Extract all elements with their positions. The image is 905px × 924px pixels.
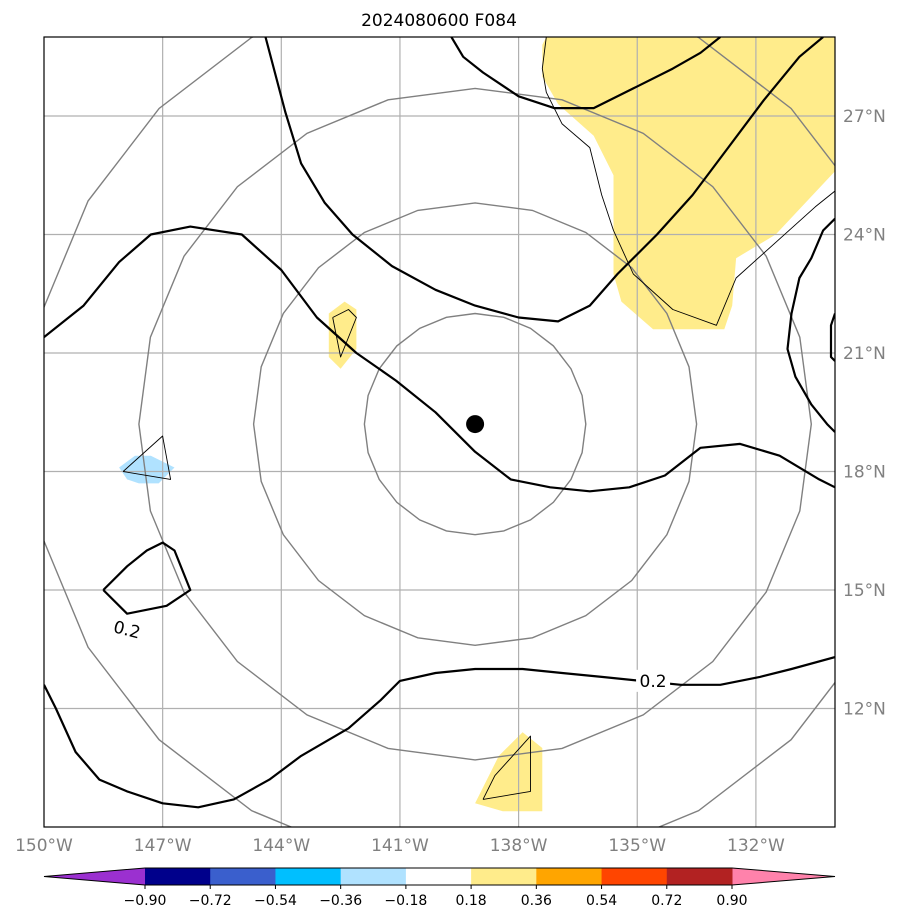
y-tick-label: 24°N bbox=[843, 226, 886, 246]
x-tick-label: 150°W bbox=[15, 836, 73, 856]
contour-line-7 bbox=[541, 37, 835, 326]
x-tick-label: 138°W bbox=[490, 836, 548, 856]
storm-center-marker bbox=[466, 415, 485, 434]
contour-line-10 bbox=[122, 435, 172, 480]
contour-line-4 bbox=[786, 217, 835, 433]
contour-label-bg bbox=[110, 618, 145, 641]
y-tick-label: 12°N bbox=[843, 700, 886, 720]
colorbar-segment bbox=[666, 868, 733, 885]
x-tick-label: 141°W bbox=[371, 836, 429, 856]
colorbar-extend-low bbox=[44, 868, 145, 885]
x-tick-label: 132°W bbox=[727, 836, 785, 856]
colorbar-tick-label: 0.72 bbox=[651, 893, 682, 909]
filled-region-1 bbox=[542, 37, 835, 330]
colorbar-tick-label: 0.90 bbox=[716, 893, 747, 909]
y-tick-label: 18°N bbox=[843, 463, 886, 483]
range-ring-0 bbox=[363, 312, 587, 536]
contour-line-6 bbox=[450, 37, 721, 110]
colorbar-tick-label: −0.18 bbox=[384, 893, 427, 909]
colorbar-segment bbox=[536, 868, 603, 885]
contour-line-2 bbox=[102, 541, 192, 615]
x-tick-label: 135°W bbox=[608, 836, 666, 856]
y-tick-label: 21°N bbox=[843, 344, 886, 364]
y-tick-label: 15°N bbox=[843, 581, 886, 601]
x-tick-label: 144°W bbox=[252, 836, 310, 856]
colorbar-segment bbox=[471, 868, 537, 885]
y-tick-label: 27°N bbox=[843, 107, 886, 127]
contour-line-1 bbox=[44, 225, 835, 493]
colorbar-tick-label: 0.54 bbox=[586, 893, 617, 909]
contour-lines bbox=[44, 37, 835, 809]
contour-line-8 bbox=[332, 309, 357, 358]
contour-label-bg bbox=[636, 669, 671, 692]
contour-label: 0.2 bbox=[640, 672, 667, 692]
colorbar-segment bbox=[340, 868, 407, 885]
y-axis-ticks: 12°N 15°N 18°N 21°N 24°N 27°N bbox=[843, 107, 886, 720]
center-dot bbox=[466, 415, 485, 434]
colorbar-segment bbox=[601, 868, 668, 885]
colorbar-tick-label: −0.72 bbox=[189, 893, 232, 909]
filled-region-2 bbox=[328, 301, 357, 369]
colorbar-tick-label: 0.18 bbox=[456, 893, 487, 909]
colorbar-extend-high bbox=[732, 868, 835, 885]
contour-line-9 bbox=[482, 735, 531, 800]
colorbar-segment bbox=[145, 868, 211, 885]
colorbar-tick-label: 0.36 bbox=[521, 893, 552, 909]
colorbar-segment bbox=[405, 868, 472, 885]
contour-labels: 0.20.2 bbox=[110, 617, 671, 692]
colorbar-tick-label: −0.54 bbox=[254, 893, 297, 909]
colorbar-tick-label: −0.90 bbox=[124, 893, 167, 909]
filled-region-3 bbox=[475, 732, 543, 812]
colorbar-tick-label: −0.36 bbox=[319, 893, 362, 909]
x-tick-label: 147°W bbox=[134, 836, 192, 856]
contour-line-3 bbox=[44, 656, 835, 809]
colorbar-segment bbox=[210, 868, 276, 885]
contour-line-5 bbox=[829, 313, 835, 362]
range-ring-1 bbox=[252, 202, 698, 647]
contour-line-0 bbox=[264, 37, 824, 323]
x-axis-ticks: 150°W 147°W 144°W 141°W 138°W 135°W 132°W bbox=[15, 836, 785, 856]
colorbar-segment bbox=[275, 868, 342, 885]
chart-title: 2024080600 F084 bbox=[361, 11, 517, 31]
map-frame bbox=[43, 36, 836, 828]
colorbar: −0.90 −0.72 −0.54 −0.36 −0.18 0.18 0.36 0.54 0.7… bbox=[43, 867, 836, 909]
range-ring-2 bbox=[138, 87, 813, 761]
